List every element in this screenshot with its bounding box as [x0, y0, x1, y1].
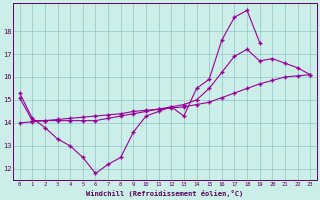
X-axis label: Windchill (Refroidissement éolien,°C): Windchill (Refroidissement éolien,°C) — [86, 190, 244, 197]
